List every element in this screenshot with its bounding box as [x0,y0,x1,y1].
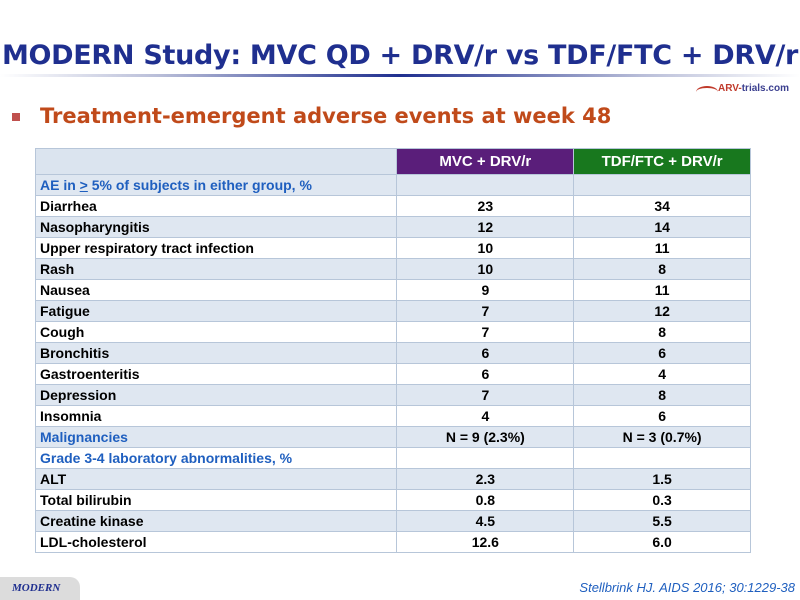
logo-suffix: trials.com [741,83,789,94]
mvc-value-cell: 4 [396,405,575,427]
logo-prefix: ARV- [718,83,742,94]
slide-title: MODERN Study: MVC QD + DRV/r vs TDF/FTC … [1,40,799,71]
tdf-value-cell: 34 [573,195,751,217]
mvc-value-cell: 7 [396,300,575,322]
table-row: Bronchitis 6 6 [34,342,751,364]
row-label: Insomnia [34,405,398,427]
mvc-value-cell: 12 [396,216,575,238]
mvc-value-cell: 6 [396,342,575,364]
table-row: Insomnia 4 6 [34,405,751,427]
row-label: Upper respiratory tract infection [34,237,398,259]
mvc-value-cell [396,447,575,469]
mvc-value-cell: 2.3 [396,468,575,490]
tdf-value-cell [573,447,751,469]
citation: Stellbrink HJ. AIDS 2016; 30:1229-38 [579,580,795,595]
section-label: Grade 3-4 laboratory abnormalities, % [34,447,398,469]
tdf-value-cell [573,174,751,196]
row-label: Diarrhea [34,195,398,217]
tdf-value-cell: 1.5 [573,468,751,490]
table-row: Nasopharyngitis 12 14 [34,216,751,238]
table-row: Total bilirubin 0.8 0.3 [34,489,751,511]
row-label: Bronchitis [34,342,398,364]
tdf-value-cell: 8 [573,258,751,280]
section-label: Malignancies [34,426,398,448]
mvc-value-cell: 10 [396,237,575,259]
table-row: Rash 10 8 [34,258,751,280]
tdf-value-cell: 12 [573,300,751,322]
tdf-value-cell: 6 [573,405,751,427]
row-label: Cough [34,321,398,343]
table-row: ALT 2.3 1.5 [34,468,751,490]
logo-swoosh-icon [696,86,718,98]
header-tdf-ftc-drv: TDF/FTC + DRV/r [573,148,751,175]
table-row: Gastroenteritis 6 4 [34,363,751,385]
row-label: Nausea [34,279,398,301]
bullet-square-icon [12,113,20,121]
tdf-value-cell: 6 [573,342,751,364]
mvc-value-cell: N = 9 (2.3%) [396,426,575,448]
mvc-value-cell: 9 [396,279,575,301]
tdf-value-cell: 5.5 [573,510,751,532]
row-label: Rash [34,258,398,280]
row-label: ALT [34,468,398,490]
tdf-value-cell: 11 [573,237,751,259]
mvc-value-cell: 10 [396,258,575,280]
table-row: LDL-cholesterol 12.6 6.0 [34,531,751,553]
mvc-value-cell: 7 [396,321,575,343]
table-row: Malignancies N = 9 (2.3%) N = 3 (0.7%) [34,426,751,448]
table-row: Creatine kinase 4.5 5.5 [34,510,751,532]
table-header-row: MVC + DRV/r TDF/FTC + DRV/r [34,148,751,175]
study-tag-label: MODERN [12,582,61,594]
table-row: Cough 7 8 [34,321,751,343]
table-row: AE in > 5% of subjects in either group, … [34,174,751,196]
table-row: Diarrhea 23 34 [34,195,751,217]
mvc-value-cell [396,174,575,196]
table-body: AE in > 5% of subjects in either group, … [34,174,751,553]
tdf-value-cell: N = 3 (0.7%) [573,426,751,448]
mvc-value-cell: 12.6 [396,531,575,553]
tdf-value-cell: 4 [573,363,751,385]
tdf-value-cell: 11 [573,279,751,301]
row-label: Fatigue [34,300,398,322]
tdf-value-cell: 8 [573,321,751,343]
mvc-value-cell: 7 [396,384,575,406]
tdf-value-cell: 0.3 [573,489,751,511]
adverse-events-table: MVC + DRV/r TDF/FTC + DRV/r AE in > 5% o… [34,148,751,553]
row-label: Creatine kinase [34,510,398,532]
logo-text: ARV-trials.com [718,83,789,94]
table-row: Grade 3-4 laboratory abnormalities, % [34,447,751,469]
mvc-value-cell: 0.8 [396,489,575,511]
mvc-value-cell: 4.5 [396,510,575,532]
table-row: Depression 7 8 [34,384,751,406]
mvc-value-cell: 23 [396,195,575,217]
tdf-value-cell: 6.0 [573,531,751,553]
row-label: Gastroenteritis [34,363,398,385]
tdf-value-cell: 8 [573,384,751,406]
title-divider [0,74,800,77]
tdf-value-cell: 14 [573,216,751,238]
row-label: Nasopharyngitis [34,216,398,238]
table-row: Upper respiratory tract infection 10 11 [34,237,751,259]
study-tag: MODERN [0,577,80,600]
header-corner-cell [34,148,398,175]
row-label: Depression [34,384,398,406]
header-mvc-drv: MVC + DRV/r [396,148,575,175]
arv-trials-logo: ARV-trials.com [696,82,796,98]
bullet-heading: Treatment-emergent adverse events at wee… [40,104,612,128]
table-row: Fatigue 7 12 [34,300,751,322]
row-label: LDL-cholesterol [34,531,398,553]
section-label: AE in > 5% of subjects in either group, … [34,174,398,196]
mvc-value-cell: 6 [396,363,575,385]
row-label: Total bilirubin [34,489,398,511]
table-row: Nausea 9 11 [34,279,751,301]
